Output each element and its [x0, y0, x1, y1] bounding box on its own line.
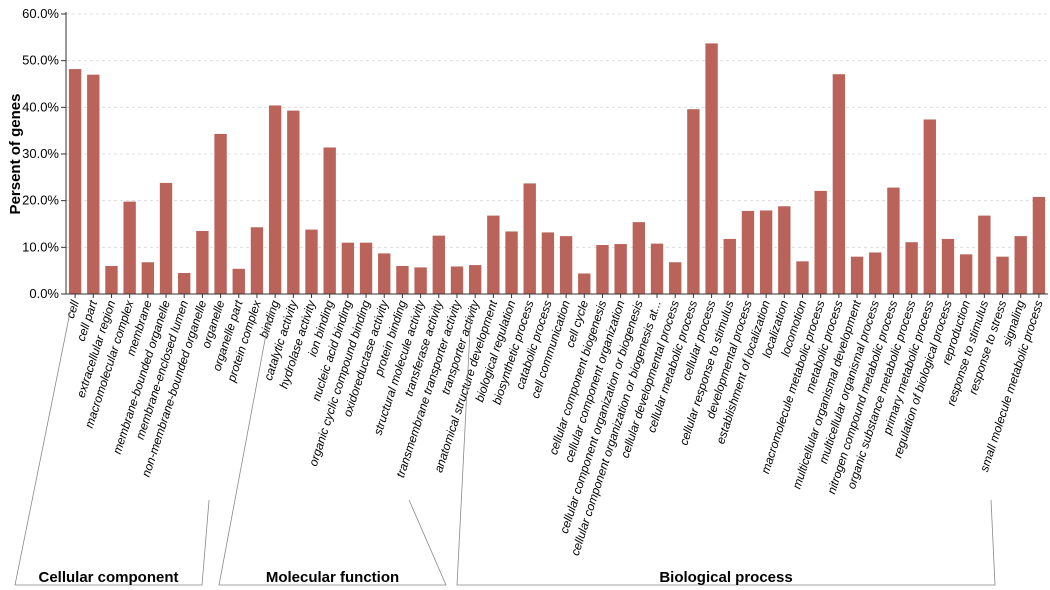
bar — [832, 74, 846, 294]
bar — [359, 242, 373, 294]
grid-lines — [66, 13, 1048, 248]
y-tick-label: 20.0% — [22, 193, 59, 208]
bar — [505, 231, 518, 294]
bar — [723, 238, 736, 294]
bar — [741, 210, 755, 294]
bar — [850, 256, 864, 294]
bar — [450, 266, 464, 294]
bar — [996, 256, 1009, 294]
bar — [378, 253, 391, 294]
bar — [250, 227, 264, 294]
bar — [487, 215, 500, 294]
bar — [432, 235, 445, 294]
bar — [923, 119, 936, 294]
bar — [941, 238, 955, 294]
bar — [123, 201, 136, 294]
group-title: Cellular component — [38, 569, 178, 586]
axes — [65, 12, 1048, 295]
group-bracket — [456, 306, 996, 586]
bar — [578, 273, 591, 294]
bar — [669, 262, 682, 294]
group-title: Biological process — [659, 569, 792, 586]
bar — [468, 265, 482, 294]
bar — [523, 183, 536, 294]
bar — [232, 268, 245, 294]
bar — [196, 231, 209, 294]
bar — [705, 43, 718, 295]
bar — [541, 232, 555, 294]
bar — [905, 242, 918, 294]
group-bracket — [218, 306, 447, 586]
bar — [268, 105, 282, 294]
y-tick-label: 0.0% — [29, 286, 59, 301]
bar — [559, 236, 573, 294]
x-category-label: cell — [63, 298, 82, 320]
bar — [978, 215, 991, 294]
bar — [778, 206, 791, 294]
y-tick-labels: 0.0% 10.0% 20.0% 30.0% 40.0% 50.0% 60.0% — [22, 6, 66, 301]
bar — [87, 74, 100, 295]
y-axis-title: Persent of genes — [7, 94, 24, 215]
bar — [869, 252, 882, 294]
bar — [1032, 196, 1046, 294]
bar — [650, 243, 664, 294]
bar — [159, 182, 173, 294]
bar — [414, 267, 427, 294]
bar — [323, 147, 336, 294]
bar — [814, 190, 827, 294]
bar — [305, 229, 318, 294]
bar — [341, 242, 355, 294]
bar — [759, 210, 773, 294]
group-title: Molecular function — [266, 569, 399, 586]
bar — [596, 245, 609, 294]
bar — [105, 266, 118, 294]
bars-group — [68, 43, 1046, 295]
bar — [632, 222, 646, 294]
y-tick-label: 40.0% — [22, 99, 59, 114]
y-tick-label: 60.0% — [22, 6, 59, 21]
bar — [287, 110, 300, 294]
bar — [887, 187, 900, 294]
bar — [1014, 236, 1027, 294]
bar — [396, 266, 409, 294]
bar — [959, 254, 973, 294]
bar — [796, 261, 809, 294]
bar — [68, 69, 82, 294]
y-tick-label: 50.0% — [22, 53, 59, 68]
bar — [687, 109, 700, 294]
y-tick-label: 10.0% — [22, 239, 59, 254]
group-bracket — [14, 306, 210, 586]
bar — [214, 133, 227, 294]
y-tick-label: 30.0% — [22, 146, 59, 161]
bar — [178, 273, 191, 294]
group-brackets: Cellular component Molecular function Biol… — [14, 306, 996, 586]
bar — [614, 244, 627, 294]
bar — [141, 262, 155, 294]
